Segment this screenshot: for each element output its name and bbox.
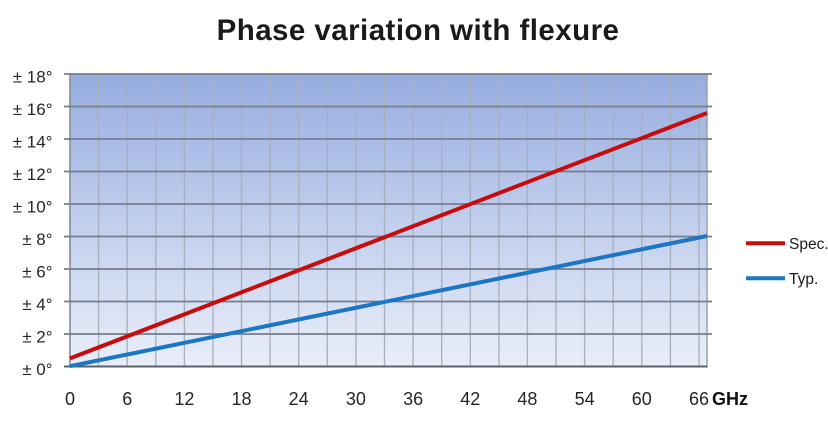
svg-text:66: 66 <box>689 389 709 409</box>
svg-text:± 4°: ± 4° <box>22 295 52 314</box>
svg-text:± 0°: ± 0° <box>22 360 52 379</box>
svg-text:42: 42 <box>460 389 480 409</box>
svg-text:Phase variation with flexure: Phase variation with flexure <box>217 14 620 47</box>
svg-text:± 14°: ± 14° <box>13 132 53 151</box>
svg-text:± 18°: ± 18° <box>13 67 53 86</box>
svg-text:48: 48 <box>517 389 537 409</box>
svg-text:12: 12 <box>174 389 194 409</box>
svg-text:54: 54 <box>575 389 595 409</box>
svg-text:24: 24 <box>289 389 309 409</box>
svg-text:GHz: GHz <box>712 389 748 409</box>
svg-text:18: 18 <box>231 389 251 409</box>
svg-text:30: 30 <box>346 389 366 409</box>
svg-text:Typ.: Typ. <box>789 271 818 288</box>
svg-text:60: 60 <box>632 389 652 409</box>
svg-text:6: 6 <box>122 389 132 409</box>
svg-text:Spec.: Spec. <box>789 236 828 253</box>
svg-text:± 16°: ± 16° <box>13 100 53 119</box>
svg-text:± 2°: ± 2° <box>22 327 52 346</box>
svg-text:± 8°: ± 8° <box>22 230 52 249</box>
svg-text:± 12°: ± 12° <box>13 165 53 184</box>
svg-text:0: 0 <box>65 389 75 409</box>
svg-text:± 6°: ± 6° <box>22 262 52 281</box>
svg-text:± 10°: ± 10° <box>13 197 53 216</box>
svg-text:36: 36 <box>403 389 423 409</box>
